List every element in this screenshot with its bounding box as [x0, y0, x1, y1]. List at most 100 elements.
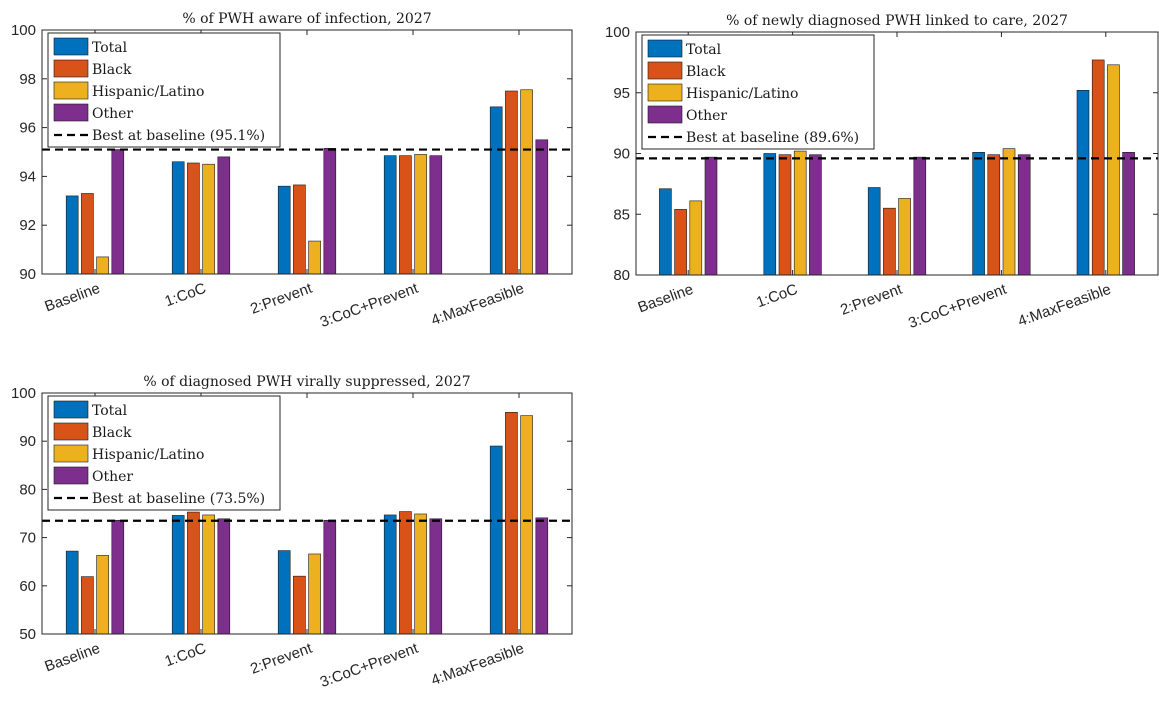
y-tick-label: 96 — [19, 120, 36, 137]
x-tick-label-1-coc: 1:CoC — [163, 640, 209, 671]
bar-total-4-maxfeasible — [490, 107, 502, 274]
bar-hispanic-latino-3-coc-prevent — [415, 514, 427, 634]
bar-black-baseline — [81, 577, 93, 634]
bar-hispanic-latino-1-coc — [794, 151, 806, 275]
chart-panel-3: % of diagnosed PWH virally suppressed, 2… — [11, 374, 572, 691]
bar-black-4-maxfeasible — [1092, 60, 1104, 275]
legend-label-total: Total — [686, 42, 722, 58]
bar-black-1-coc — [187, 512, 199, 634]
legend-swatch-other — [54, 104, 88, 121]
bar-other-baseline — [112, 520, 124, 634]
bar-other-1-coc — [809, 155, 821, 275]
bar-hispanic-latino-1-coc — [203, 515, 215, 634]
x-tick-label-baseline: Baseline — [42, 280, 102, 316]
bar-black-baseline — [675, 209, 687, 275]
bar-black-3-coc-prevent — [399, 512, 411, 634]
bar-hispanic-latino-baseline — [97, 555, 109, 634]
bar-total-1-coc — [764, 154, 776, 276]
y-tick-label: 100 — [11, 22, 36, 39]
bar-other-1-coc — [218, 519, 230, 634]
x-tick-label-3-coc-prevent: 3:CoC+Prevent — [318, 640, 421, 691]
y-tick-label: 60 — [19, 578, 36, 595]
bar-black-3-coc-prevent — [988, 155, 1000, 275]
bar-black-4-maxfeasible — [505, 412, 517, 634]
bar-hispanic-latino-baseline — [690, 201, 702, 275]
bar-total-3-coc-prevent — [384, 156, 396, 274]
legend-label-total: Total — [92, 403, 128, 419]
bar-other-4-maxfeasible — [536, 518, 548, 634]
bar-other-4-maxfeasible — [1123, 152, 1135, 275]
bar-total-4-maxfeasible — [1077, 90, 1089, 275]
bar-hispanic-latino-2-prevent — [309, 241, 321, 274]
chart-panel-1: % of PWH aware of infection, 2027 90 92 94 9… — [11, 11, 572, 331]
legend-swatch-black — [648, 62, 682, 79]
bar-black-baseline — [81, 193, 93, 274]
y-tick-label: 70 — [19, 530, 36, 547]
bar-other-1-coc — [218, 157, 230, 274]
bar-total-4-maxfeasible — [490, 446, 502, 634]
legend-swatch-other — [54, 467, 88, 484]
y-tick-label: 90 — [19, 266, 36, 283]
bar-total-2-prevent — [278, 551, 290, 634]
bar-black-4-maxfeasible — [505, 91, 517, 274]
x-tick-label-2-prevent: 2:Prevent — [248, 280, 315, 318]
y-tick-label: 50 — [19, 626, 36, 643]
bar-other-2-prevent — [914, 157, 926, 275]
y-tick-label: 90 — [613, 146, 630, 163]
legend-swatch-hispanic-latino — [648, 84, 682, 101]
bar-other-baseline — [112, 150, 124, 274]
chart-title: % of newly diagnosed PWH linked to care,… — [726, 13, 1068, 29]
y-tick-label: 92 — [19, 217, 36, 234]
bar-black-2-prevent — [293, 576, 305, 634]
bar-black-1-coc — [187, 163, 199, 274]
legend-swatch-black — [54, 60, 88, 77]
x-tick-label-1-coc: 1:CoC — [754, 281, 800, 312]
y-tick-label: 90 — [19, 433, 36, 450]
legend: Total Black Hispanic/Latino Other Best at ba… — [48, 396, 280, 510]
bar-black-2-prevent — [883, 208, 895, 275]
x-tick-label-2-prevent: 2:Prevent — [838, 281, 905, 319]
legend: Total Black Hispanic/Latino Other Best at ba… — [642, 35, 874, 149]
legend: Total Black Hispanic/Latino Other Best at ba… — [48, 33, 280, 147]
legend-label-reference: Best at baseline (73.5%) — [92, 491, 265, 507]
bar-other-4-maxfeasible — [536, 140, 548, 274]
legend-label-total: Total — [92, 40, 128, 56]
y-tick-label: 98 — [19, 71, 36, 88]
x-tick-label-4-maxfeasible: 4:MaxFeasible — [429, 640, 526, 689]
x-tick-label-baseline: Baseline — [636, 281, 696, 317]
x-tick-label-4-maxfeasible: 4:MaxFeasible — [1016, 281, 1113, 330]
chart-panel-2: % of newly diagnosed PWH linked to care,… — [605, 13, 1158, 332]
bar-hispanic-latino-4-maxfeasible — [1107, 65, 1119, 275]
legend-label-hispanic-latino: Hispanic/Latino — [686, 86, 798, 102]
bar-other-3-coc-prevent — [1018, 155, 1030, 275]
bar-other-2-prevent — [324, 520, 336, 634]
y-tick-label: 100 — [605, 24, 630, 41]
bar-total-2-prevent — [278, 186, 290, 274]
legend-swatch-black — [54, 423, 88, 440]
legend-label-hispanic-latino: Hispanic/Latino — [92, 84, 204, 100]
y-tick-label: 95 — [613, 85, 630, 102]
legend-swatch-total — [648, 40, 682, 57]
x-tick-label-3-coc-prevent: 3:CoC+Prevent — [906, 281, 1009, 332]
x-tick-label-2-prevent: 2:Prevent — [248, 640, 315, 678]
bar-other-baseline — [705, 157, 717, 275]
y-tick-label: 100 — [11, 385, 36, 402]
bar-total-baseline — [66, 196, 78, 274]
bar-total-baseline — [66, 551, 78, 634]
legend-label-reference: Best at baseline (95.1%) — [92, 128, 265, 144]
legend-label-black: Black — [686, 64, 726, 80]
chart-title: % of diagnosed PWH virally suppressed, 2… — [143, 374, 470, 390]
bar-black-1-coc — [779, 155, 791, 275]
legend-label-other: Other — [686, 108, 727, 124]
bar-hispanic-latino-4-maxfeasible — [521, 90, 533, 274]
bar-total-baseline — [659, 189, 671, 275]
bar-total-1-coc — [172, 162, 184, 274]
x-tick-label-1-coc: 1:CoC — [163, 280, 209, 311]
bar-black-2-prevent — [293, 185, 305, 274]
legend-label-other: Other — [92, 469, 133, 485]
bar-other-2-prevent — [324, 148, 336, 274]
bar-hispanic-latino-1-coc — [203, 164, 215, 274]
bar-hispanic-latino-4-maxfeasible — [521, 416, 533, 634]
bar-hispanic-latino-2-prevent — [309, 554, 321, 634]
